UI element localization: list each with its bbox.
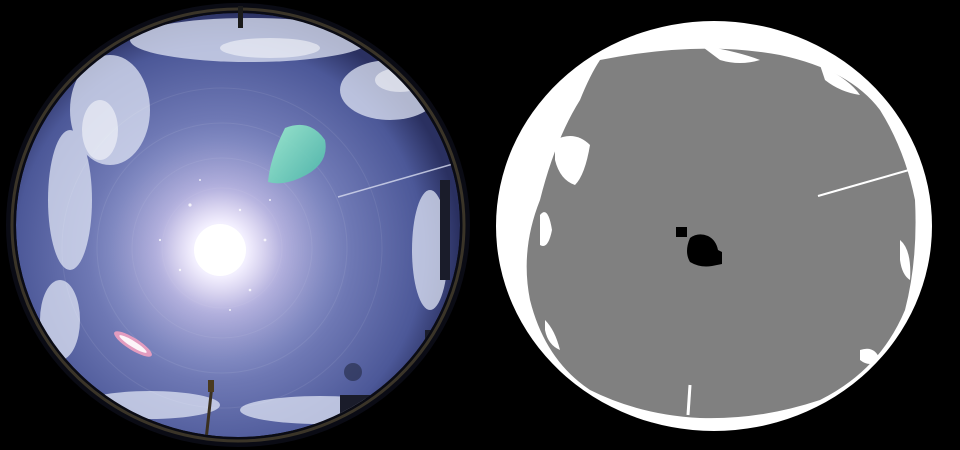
mask-cloud-patches — [540, 45, 911, 364]
mask-clear-sky — [526, 48, 916, 419]
sky-photo-panel — [6, 3, 470, 447]
lens-flare — [268, 124, 326, 184]
mask-wire-line — [817, 167, 917, 197]
top-mast — [238, 6, 243, 28]
mast — [204, 384, 214, 437]
lens-spot — [344, 363, 362, 381]
sensor-speckles — [158, 179, 271, 311]
wire-line — [337, 161, 460, 198]
cloud-mask-panel — [496, 21, 932, 431]
mask-mast — [686, 384, 692, 416]
mask-sun-region — [676, 227, 722, 267]
sun — [194, 224, 246, 276]
